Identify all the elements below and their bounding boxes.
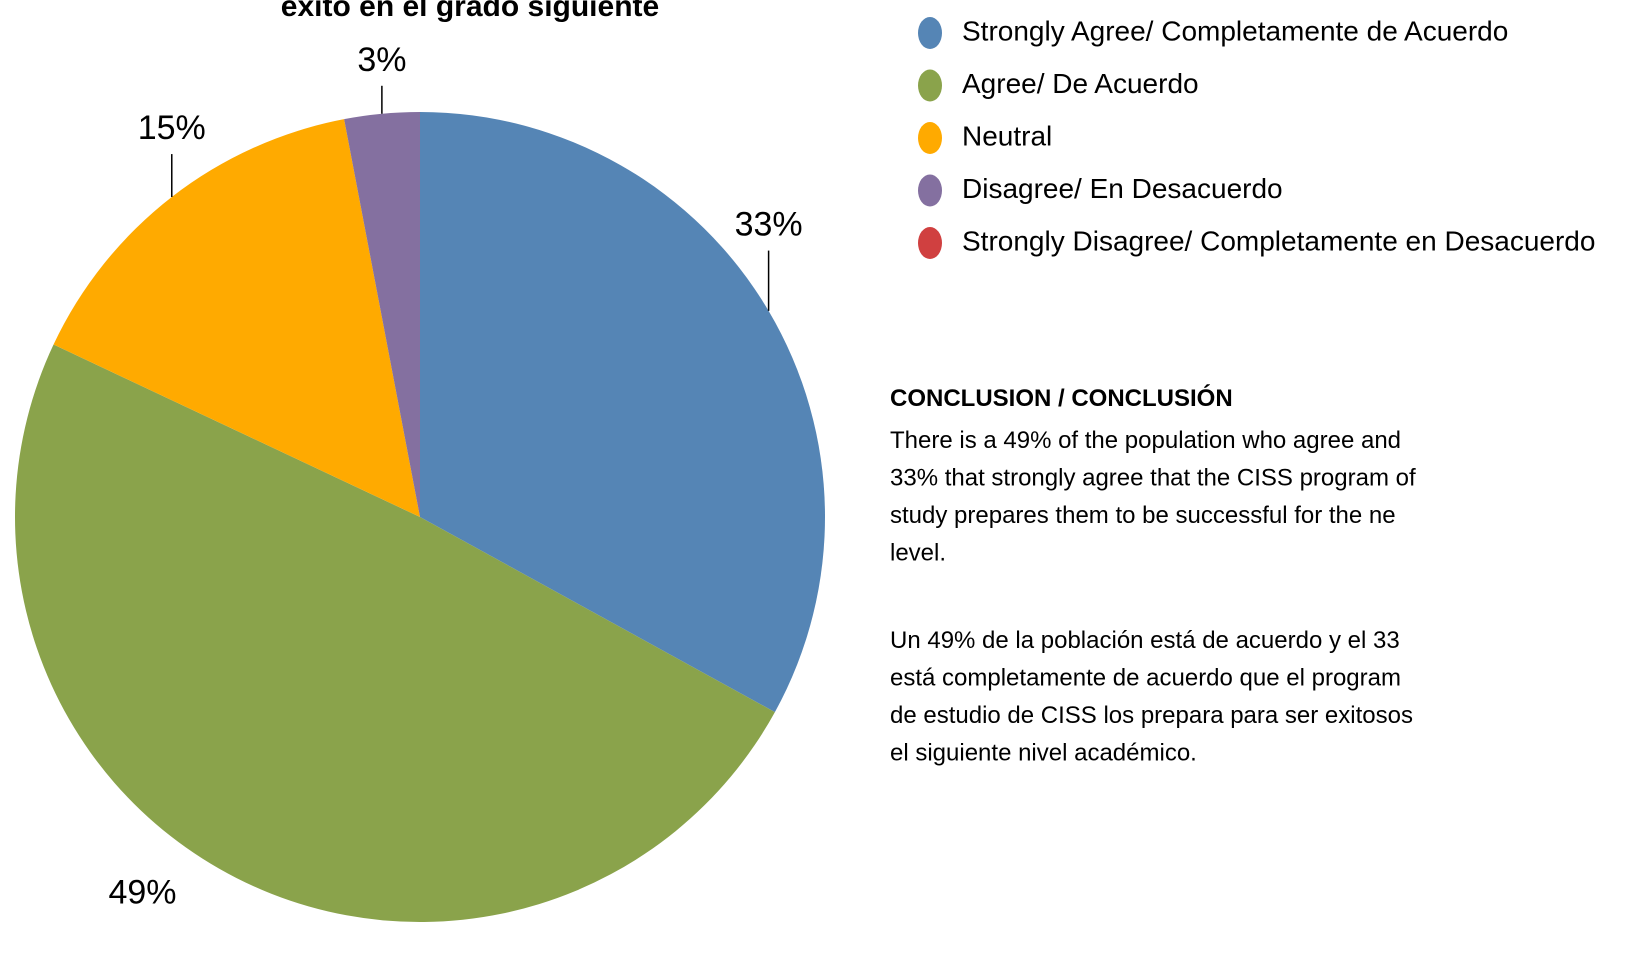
chart-title: éxito en el grado siguiente — [281, 0, 659, 23]
pie-slice — [53, 119, 420, 518]
data-label: 15% — [138, 109, 206, 147]
legend-marker — [918, 69, 942, 102]
legend-marker — [918, 174, 942, 207]
conclusion-line: study prepares them to be successful for… — [890, 502, 1396, 529]
data-label: 3% — [357, 41, 406, 79]
pie-slice — [344, 112, 420, 517]
legend-label: Neutral — [962, 120, 1052, 151]
conclusion-line: There is a 49% of the population who agr… — [890, 427, 1401, 454]
pie-slice — [420, 112, 826, 713]
legend-marker — [918, 122, 942, 154]
conclusion-line: Un 49% de la población está de acuerdo y… — [890, 627, 1400, 654]
legend-marker — [918, 227, 942, 259]
conclusion-line: 33% that strongly agree that the CISS pr… — [890, 465, 1416, 492]
conclusion-line: el siguiente nivel académico. — [890, 740, 1197, 767]
legend-label: Disagree/ En Desacuerdo — [962, 173, 1283, 204]
conclusion-heading: CONCLUSION / CONCLUSIÓN — [890, 384, 1233, 412]
conclusion-line: está completamente de acuerdo que el pro… — [890, 665, 1401, 692]
conclusion-line: de estudio de CISS los prepara para ser … — [890, 702, 1413, 729]
legend-marker — [918, 17, 942, 49]
legend-label: Agree/ De Acuerdo — [962, 68, 1199, 99]
pie-slice — [14, 344, 775, 923]
legend-label: Strongly Disagree/ Completamente en Desa… — [962, 225, 1595, 256]
legend-label: Strongly Agree/ Completamente de Acuerdo — [962, 15, 1508, 46]
data-label: 49% — [108, 874, 176, 912]
conclusion-line: level. — [890, 540, 946, 567]
data-label: 33% — [735, 206, 803, 244]
